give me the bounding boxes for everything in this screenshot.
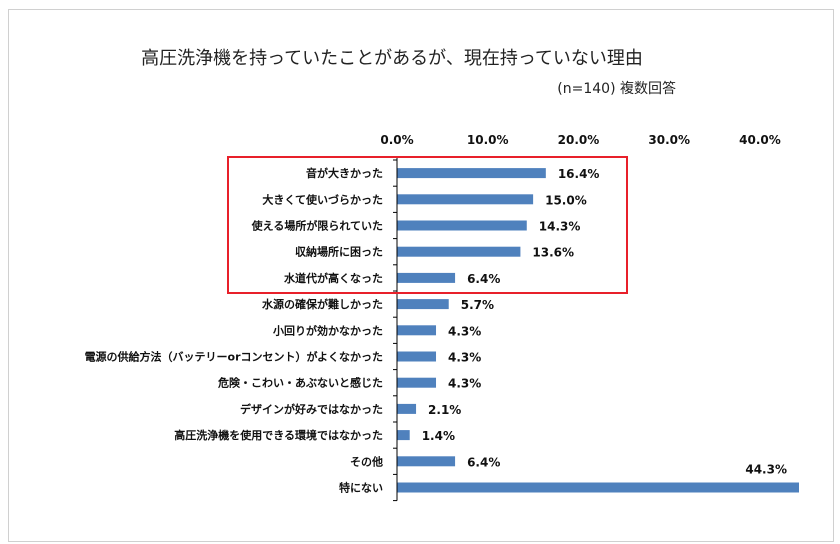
value-label: 6.4%: [467, 272, 500, 286]
category-label: 使える場所が限られていた: [251, 219, 383, 233]
x-tick-label: 30.0%: [648, 133, 690, 147]
category-label: 水道代が高くなった: [284, 271, 383, 285]
value-label: 13.6%: [532, 246, 574, 260]
value-label: 4.3%: [448, 377, 481, 391]
value-label: 14.3%: [539, 220, 581, 234]
category-label: その他: [350, 454, 383, 468]
value-label: 44.3%: [745, 463, 787, 477]
category-label: 特にない: [339, 481, 383, 495]
bar: [397, 246, 521, 257]
chart-subtitle: (n=140) 複数回答: [557, 80, 676, 97]
bar: [397, 299, 449, 310]
category-label: 高圧洗浄機を使用できる環境ではなかった: [174, 428, 383, 442]
value-label: 15.0%: [545, 193, 587, 207]
bar: [397, 168, 546, 179]
bar: [397, 351, 437, 362]
category-label: 小回りが効かなかった: [272, 323, 383, 337]
bar: [397, 194, 534, 205]
bar-chart: 高圧洗浄機を持っていたことがあるが、現在持っていない理由 (n=140) 複数回…: [85, 48, 799, 502]
value-label: 4.3%: [448, 351, 481, 365]
category-label: 危険・こわい・あぶないと感じた: [217, 376, 383, 390]
value-label: 6.4%: [467, 455, 500, 469]
category-label: 電源の供給方法（バッテリーorコンセント）がよくなかった: [85, 350, 383, 364]
x-tick-label: 40.0%: [739, 133, 781, 147]
bar: [397, 220, 527, 231]
category-label: 水源の確保が難しかった: [262, 297, 383, 311]
x-tick-label: 20.0%: [558, 133, 600, 147]
bar: [397, 482, 799, 493]
bar: [397, 403, 417, 414]
chart-frame: 高圧洗浄機を持っていたことがあるが、現在持っていない理由 (n=140) 複数回…: [8, 9, 834, 542]
x-tick-label: 0.0%: [380, 133, 413, 147]
category-label: デザインが好みではなかった: [240, 402, 383, 416]
bar: [397, 325, 437, 336]
bar: [397, 430, 410, 441]
category-label: 大きくて使いづらかった: [262, 192, 383, 206]
category-label: 収納場所に困った: [295, 245, 383, 259]
value-label: 1.4%: [422, 429, 455, 443]
value-label: 4.3%: [448, 324, 481, 338]
highlight-box: [227, 156, 628, 294]
bar: [397, 377, 437, 388]
value-label: 5.7%: [461, 298, 494, 312]
category-label: 音が大きかった: [306, 166, 383, 180]
bar: [397, 456, 456, 467]
value-label: 2.1%: [428, 403, 461, 417]
x-tick-label: 10.0%: [467, 133, 509, 147]
bar: [397, 272, 456, 283]
value-label: 16.4%: [558, 167, 600, 181]
chart-title: 高圧洗浄機を持っていたことがあるが、現在持っていない理由: [141, 48, 643, 69]
